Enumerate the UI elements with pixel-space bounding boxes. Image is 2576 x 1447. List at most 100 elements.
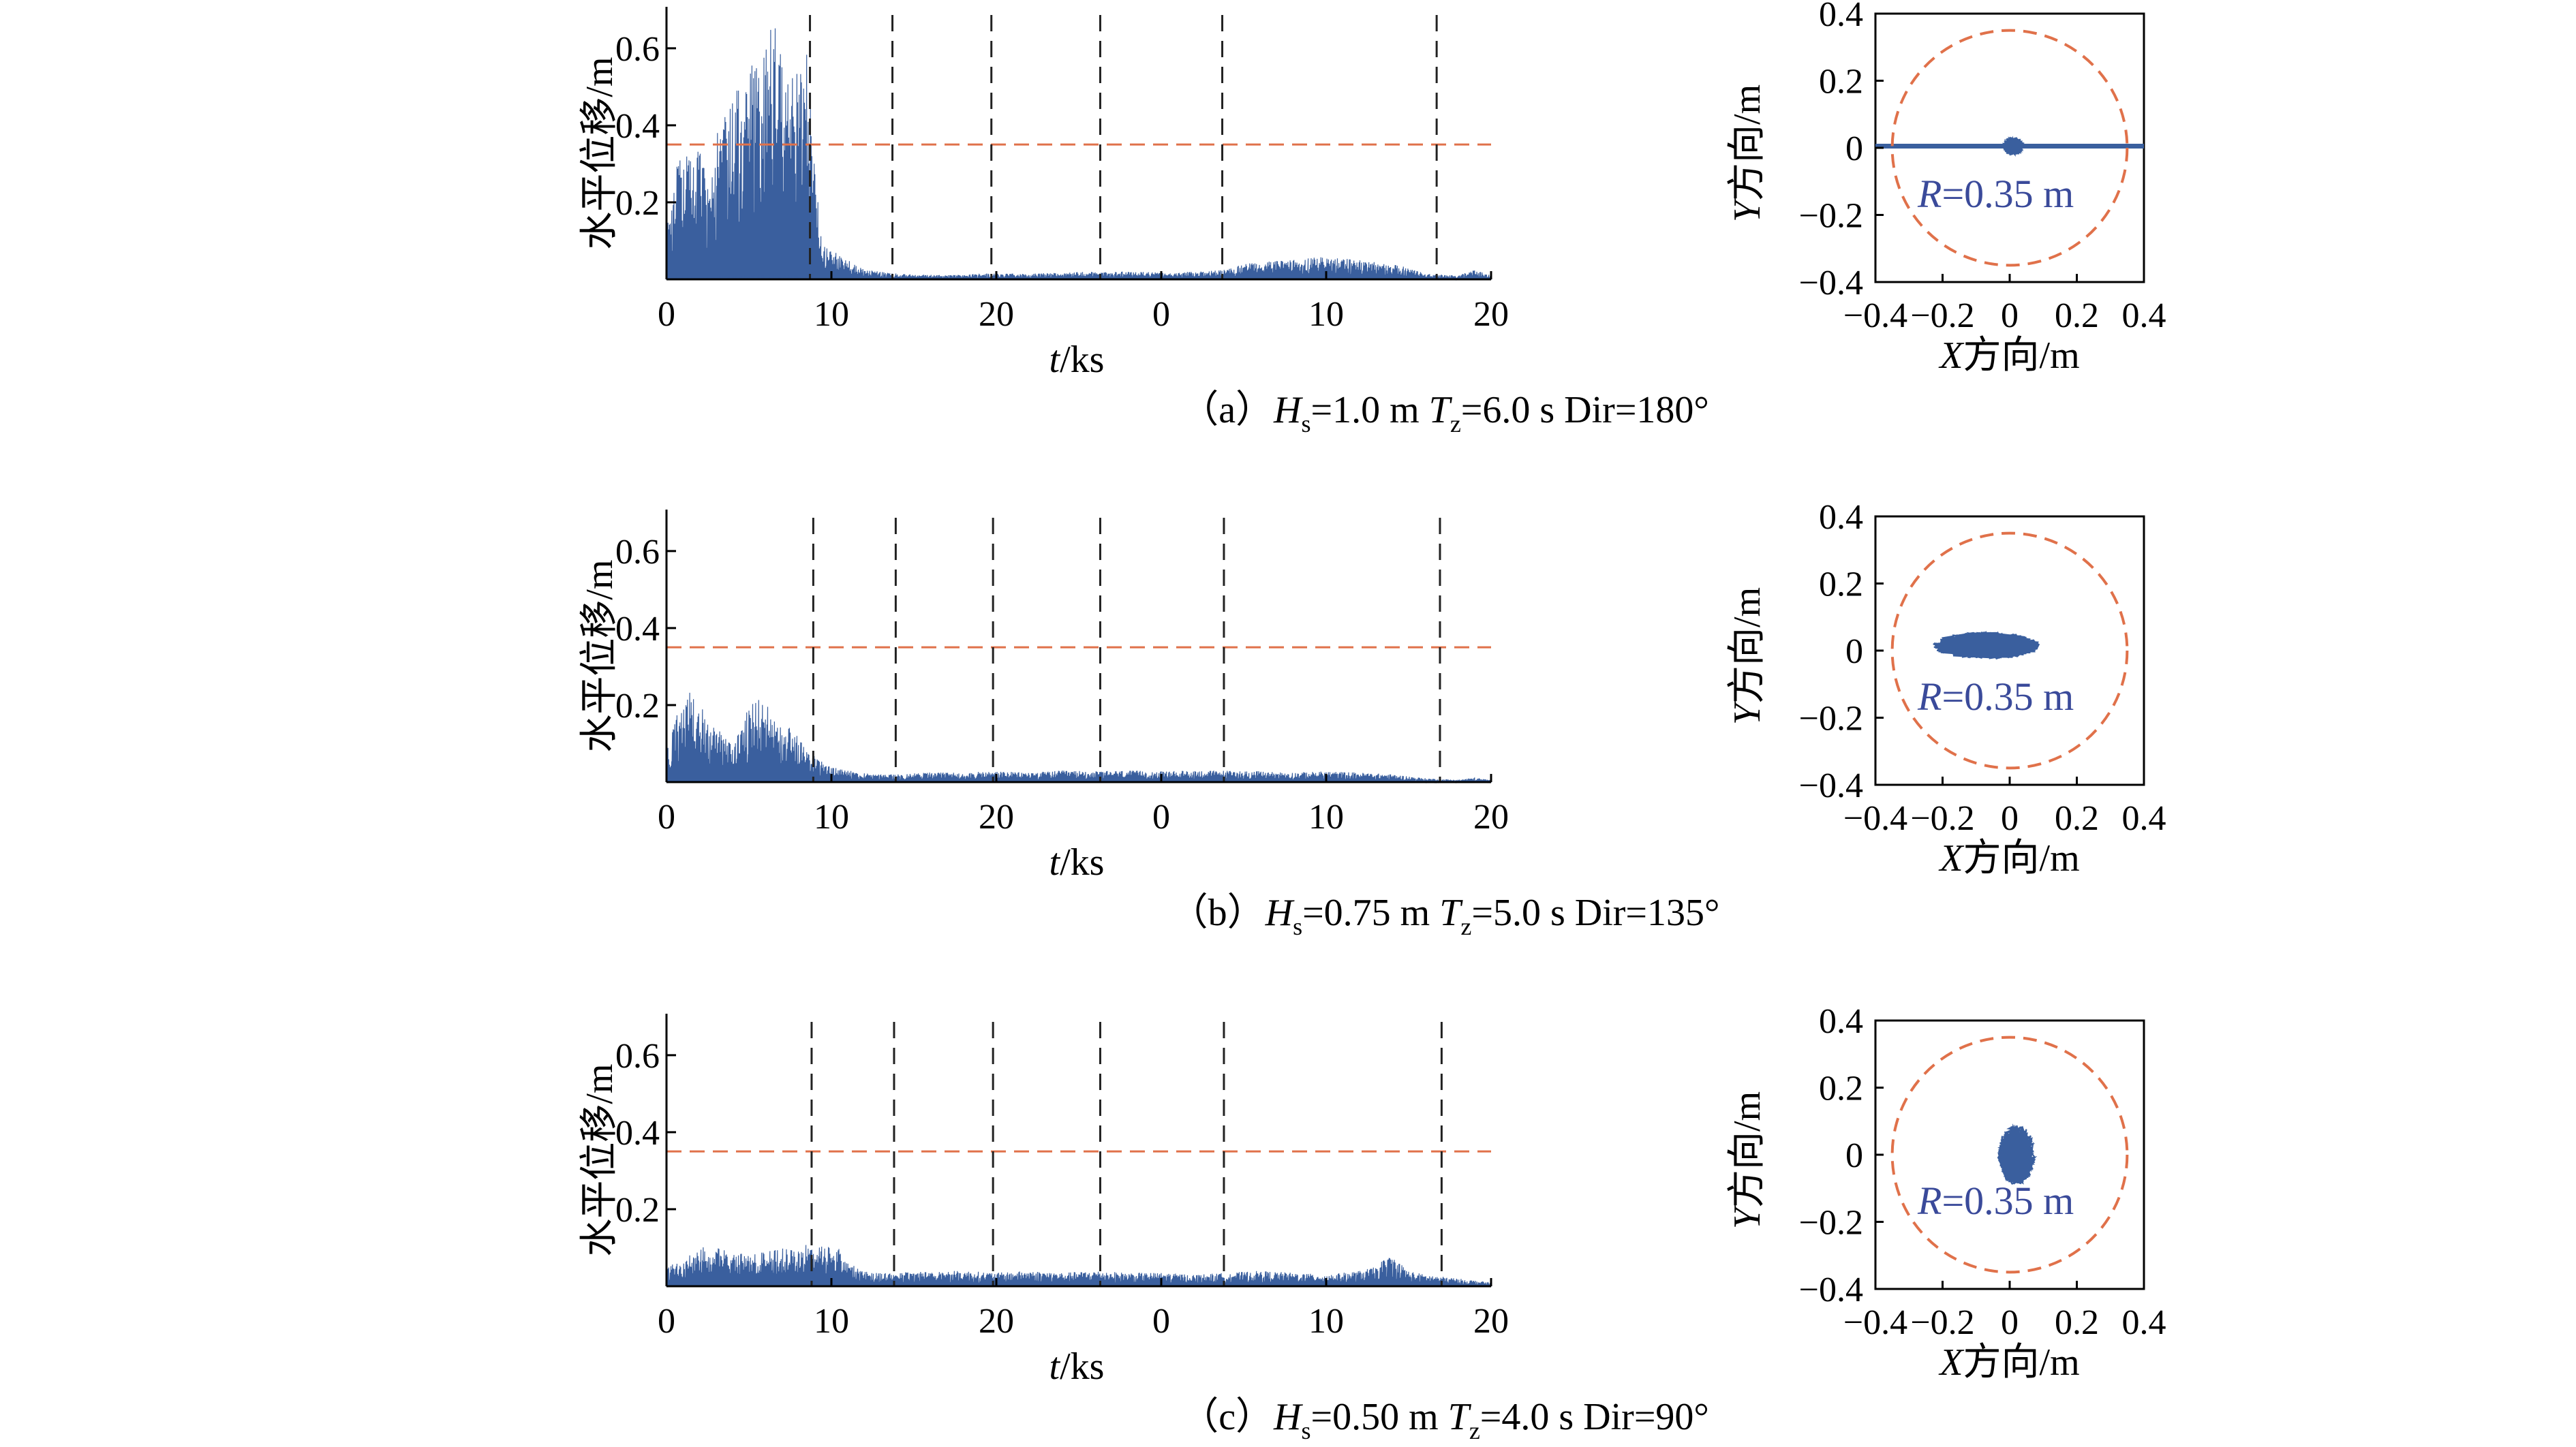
orbit-x-tick-label: 0.2	[2055, 296, 2099, 335]
y-axis-title: 水平位移/m	[579, 57, 621, 249]
radius-label-var: R	[1917, 1179, 1942, 1223]
y-tick-label: 0.6	[615, 30, 660, 69]
orbit-plot: −0.4 −0.2 0 0.2 0.4−0.4−0.200.20.4R=0.35 mX方…	[1726, 498, 2166, 880]
y-tick-label: 0.4	[615, 107, 660, 146]
radius-label-value: =0.35 m	[1942, 172, 2074, 216]
caption-tz-sub: z	[1469, 1417, 1480, 1444]
orbit-y-tick-label: 0	[1845, 129, 1863, 168]
orbit-x-axis-title: X方向/m	[1938, 837, 2079, 880]
x-axis-title-unit: /ks	[1060, 841, 1104, 884]
limit-circle	[1890, 531, 2129, 770]
y-tick-label: 0.2	[615, 687, 660, 726]
orbit-trace	[1933, 630, 2040, 660]
orbit-x-axis-title-var: X	[1938, 1341, 1965, 1384]
caption-hs-var: H	[1273, 1396, 1303, 1438]
caption-tz-var: T	[1448, 1396, 1472, 1438]
time-history-plot: 0.2 0.4 0.6 0 10 20 0 10 20 水平位移/m t/ks	[579, 1014, 1509, 1388]
x-tick-label: 0	[658, 295, 675, 334]
y-axis-title-text: 水平位移/m	[579, 559, 621, 752]
orbit-x-tick-label: 0	[2001, 1303, 2019, 1342]
orbit-y-axis-title-unit: 方向/m	[1726, 587, 1768, 704]
caption-tz-var: T	[1429, 389, 1453, 431]
x-axis-title: t/ks	[1049, 339, 1105, 381]
x-tick-label: 10	[1308, 1302, 1344, 1341]
panel-caption: （a）Hs=1.0 m Tz=6.0 s Dir=180°	[1180, 389, 1709, 437]
caption-tz-sub: z	[1450, 410, 1461, 437]
orbit-x-axis-title-unit: 方向/m	[1963, 1341, 2080, 1384]
y-tick-label: 0.2	[615, 184, 660, 223]
orbit-x-tick-label: 0.4	[2122, 1303, 2166, 1342]
x-tick-label: 0	[658, 1302, 675, 1341]
x-tick-label: 0	[658, 798, 675, 837]
caption-hs-value: =0.50 m	[1311, 1396, 1448, 1438]
panel-caption: （c）Hs=0.50 m Tz=4.0 s Dir=90°	[1180, 1396, 1709, 1444]
orbit-y-tick-label: 0	[1845, 1136, 1863, 1175]
orbit-x-tick-label: 0.2	[2055, 1303, 2099, 1342]
radius-label: R=0.35 m	[1917, 172, 2074, 216]
y-axis-title-text: 水平位移/m	[579, 57, 621, 249]
y-tick-label: 0.2	[615, 1191, 660, 1230]
x-axis-title-var: t	[1049, 339, 1061, 381]
orbit-y-tick-label: 0.2	[1819, 565, 1863, 604]
radius-label-value: =0.35 m	[1942, 1179, 2074, 1223]
x-axis-title: t/ks	[1049, 841, 1105, 884]
orbit-x-axis-title: X方向/m	[1938, 1341, 2079, 1384]
orbit-trace	[1997, 1123, 2038, 1185]
caption-prefix: （a）	[1180, 389, 1274, 431]
caption-hs-var: H	[1273, 389, 1303, 431]
orbit-plot: −0.4 −0.2 0 0.2 0.4−0.4−0.200.20.4R=0.35 mX方…	[1726, 0, 2166, 377]
panel-caption: （b）Hs=0.75 m Tz=5.0 s Dir=135°	[1170, 892, 1720, 940]
orbit-x-tick-label: 0.4	[2122, 799, 2166, 838]
radius-label: R=0.35 m	[1917, 1179, 2074, 1223]
limit-circle	[1890, 29, 2129, 267]
caption-tz-sub: z	[1460, 913, 1471, 940]
orbit-y-tick-label: −0.2	[1799, 197, 1863, 236]
orbit-x-tick-label: 0.4	[2122, 296, 2166, 335]
orbit-x-axis-title-var: X	[1938, 837, 1965, 880]
caption-tz-value: =5.0 s Dir=135°	[1471, 892, 1719, 934]
x-tick-label: 20	[979, 1302, 1014, 1341]
caption-hs-value: =1.0 m	[1311, 389, 1429, 431]
caption-tz-value: =4.0 s Dir=90°	[1480, 1396, 1709, 1438]
x-tick-label: 10	[1308, 798, 1344, 837]
orbit-y-tick-label: −0.2	[1799, 700, 1863, 738]
displacement-series	[666, 1245, 1492, 1287]
orbit-y-tick-label: 0.4	[1819, 0, 1863, 34]
x-tick-label: 10	[1308, 295, 1344, 334]
orbit-y-axis-title-var: Y	[1726, 197, 1768, 222]
x-tick-label: 0	[1152, 1302, 1170, 1341]
x-axis-title-unit: /ks	[1060, 339, 1104, 381]
x-tick-label: 10	[814, 295, 849, 334]
orbit-y-tick-label: −0.2	[1799, 1204, 1863, 1243]
time-history-plot: 0.2 0.4 0.6 0 10 20 0 10 20 水平位移/m t/ks	[579, 7, 1509, 381]
orbit-y-tick-label: 0	[1845, 632, 1863, 671]
orbit-x-tick-label: −0.4	[1843, 296, 1907, 335]
orbit-y-tick-label: 0.2	[1819, 1070, 1863, 1108]
caption-tz-var: T	[1439, 892, 1463, 934]
y-tick-label: 0.4	[615, 610, 660, 649]
orbit-y-axis-title: Y方向/m	[1726, 587, 1768, 725]
orbit-trace	[2000, 136, 2025, 157]
x-axis-title-var: t	[1049, 841, 1061, 884]
caption-hs-sub: s	[1302, 1417, 1311, 1444]
orbit-x-tick-label: −0.2	[1910, 799, 1974, 838]
radius-label-value: =0.35 m	[1942, 674, 2074, 719]
orbit-x-tick-label: 0	[2001, 296, 2019, 335]
y-axis-title: 水平位移/m	[579, 1063, 621, 1256]
orbit-y-tick-label: −0.4	[1799, 264, 1863, 302]
orbit-x-axis-title-unit: 方向/m	[1963, 334, 2080, 377]
orbit-y-tick-label: −0.4	[1799, 766, 1863, 805]
orbit-y-axis-title-var: Y	[1726, 700, 1768, 725]
orbit-y-axis-title: Y方向/m	[1726, 1091, 1768, 1229]
limit-circle	[1890, 1036, 2129, 1274]
orbit-x-tick-label: 0.2	[2055, 799, 2099, 838]
y-axis-title: 水平位移/m	[579, 559, 621, 752]
x-tick-label: 20	[1473, 295, 1509, 334]
orbit-y-axis-title-unit: 方向/m	[1726, 1091, 1768, 1208]
caption-prefix: （b）	[1170, 892, 1266, 934]
orbit-y-axis-title-var: Y	[1726, 1204, 1768, 1229]
orbit-y-tick-label: 0.2	[1819, 63, 1863, 102]
radius-label: R=0.35 m	[1917, 674, 2074, 719]
x-axis-title-unit: /ks	[1060, 1345, 1104, 1388]
